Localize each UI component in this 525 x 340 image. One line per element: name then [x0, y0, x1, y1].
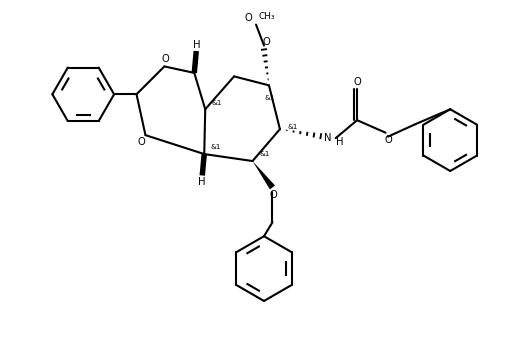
Text: H: H [198, 177, 205, 187]
Polygon shape [192, 51, 199, 73]
Text: O: O [161, 54, 169, 64]
Text: H: H [335, 137, 343, 147]
Text: &1: &1 [287, 124, 298, 130]
Polygon shape [253, 161, 275, 189]
Text: N: N [324, 133, 331, 143]
Text: O: O [269, 190, 277, 200]
Polygon shape [200, 154, 207, 176]
Text: &1: &1 [211, 100, 222, 106]
Text: H: H [193, 39, 201, 50]
Text: &1: &1 [260, 151, 270, 156]
Text: O: O [353, 77, 361, 87]
Text: O: O [262, 37, 270, 47]
Text: O: O [384, 135, 392, 145]
Text: &1: &1 [210, 143, 220, 150]
Text: CH₃: CH₃ [258, 12, 275, 21]
Text: O: O [138, 137, 145, 147]
Text: &1: &1 [265, 95, 275, 101]
Text: O: O [245, 13, 253, 23]
